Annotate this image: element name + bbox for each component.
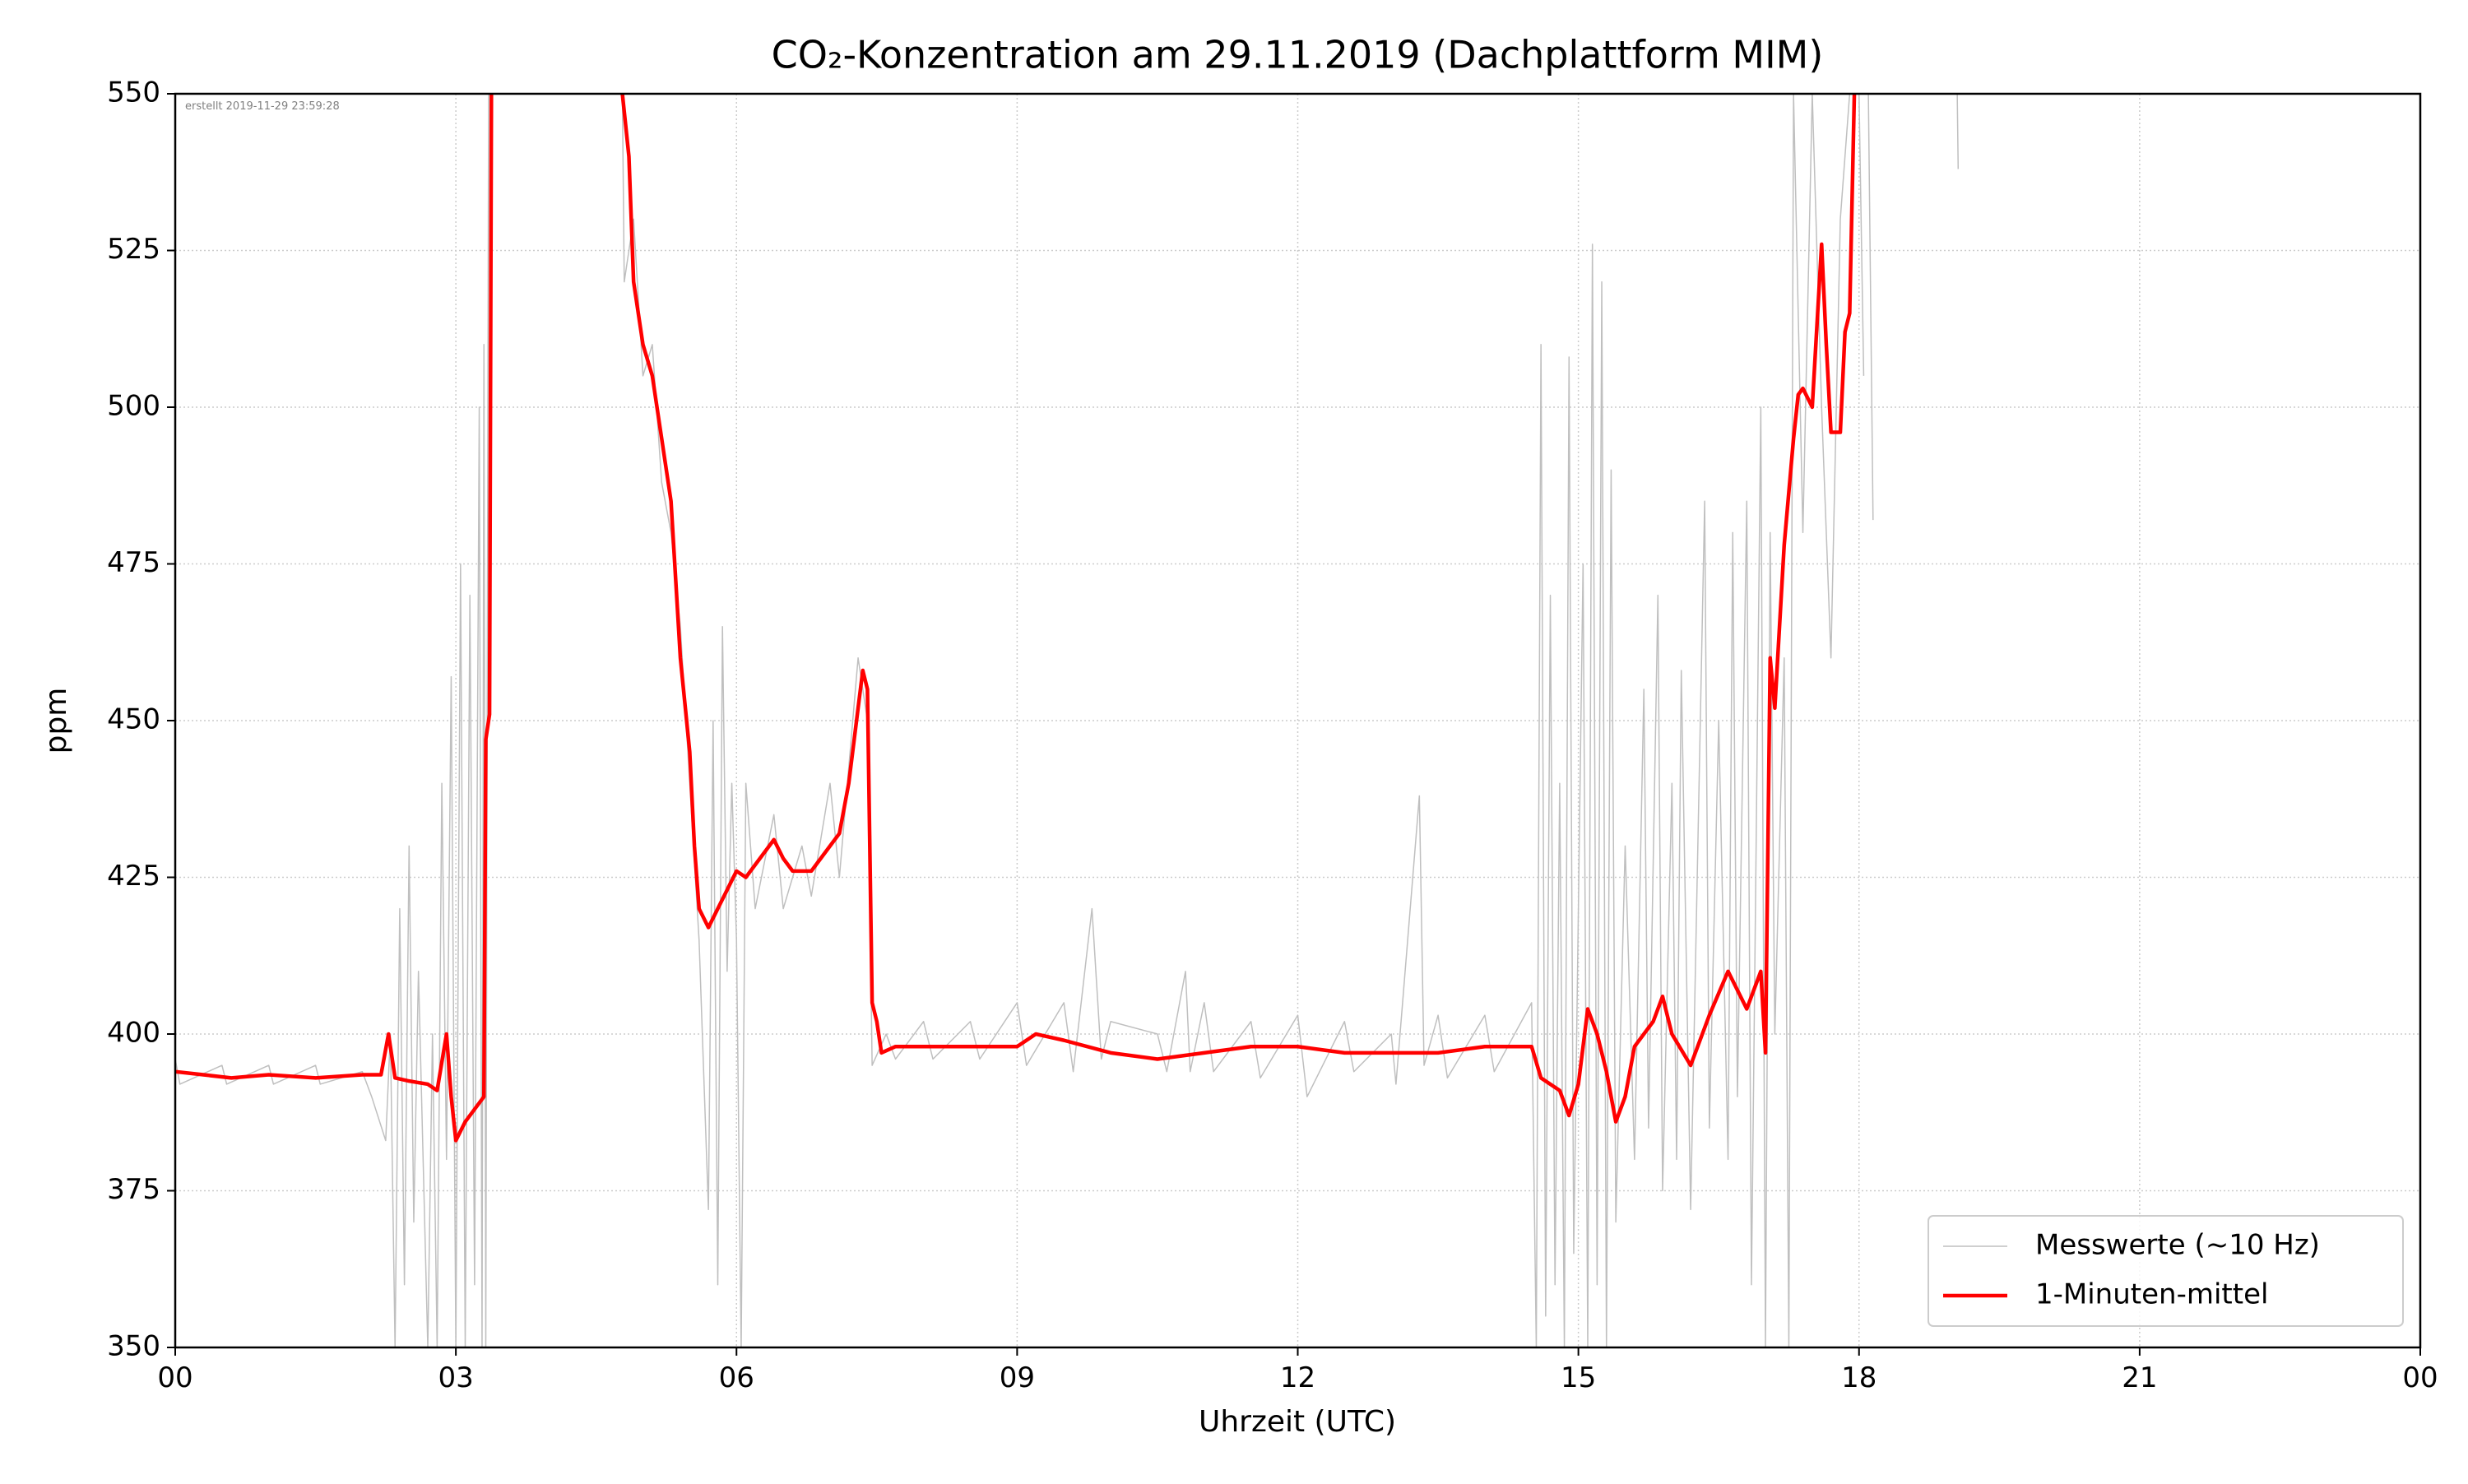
legend-label: Messwerte (~10 Hz) <box>2035 1229 2320 1262</box>
y-tick-label: 350 <box>107 1330 160 1363</box>
x-tick-label: 18 <box>1841 1361 1877 1394</box>
y-tick-label: 450 <box>107 703 160 736</box>
chart-title: CO₂-Konzentration am 29.11.2019 (Dachpla… <box>772 33 1824 77</box>
x-tick-label: 09 <box>1000 1361 1035 1394</box>
x-tick-label: 12 <box>1280 1361 1315 1394</box>
legend-box <box>1928 1215 2404 1327</box>
x-tick-label: 06 <box>719 1361 754 1394</box>
x-tick-label: 15 <box>1561 1361 1596 1394</box>
data-line <box>175 94 1960 1347</box>
data-line <box>175 94 1857 1143</box>
y-tick-label: 500 <box>107 390 160 423</box>
y-tick-label: 425 <box>107 860 160 893</box>
legend-label: 1-Minuten-mittel <box>2035 1278 2268 1311</box>
y-tick-label: 550 <box>107 77 160 109</box>
y-axis-label: ppm <box>39 688 73 754</box>
y-tick-label: 475 <box>107 546 160 579</box>
annotation: erstellt 2019-11-29 23:59:28 <box>185 100 340 113</box>
x-tick-label: 00 <box>2402 1361 2438 1394</box>
plot-area <box>175 94 1960 1347</box>
x-tick-label: 21 <box>2122 1361 2157 1394</box>
x-axis-label: Uhrzeit (UTC) <box>1199 1405 1396 1439</box>
x-tick-label: 00 <box>157 1361 193 1394</box>
y-tick-label: 525 <box>107 233 160 266</box>
y-tick-label: 375 <box>107 1173 160 1206</box>
y-tick-label: 400 <box>107 1017 160 1050</box>
plot-frame <box>174 92 2422 1349</box>
x-tick-label: 03 <box>438 1361 473 1394</box>
